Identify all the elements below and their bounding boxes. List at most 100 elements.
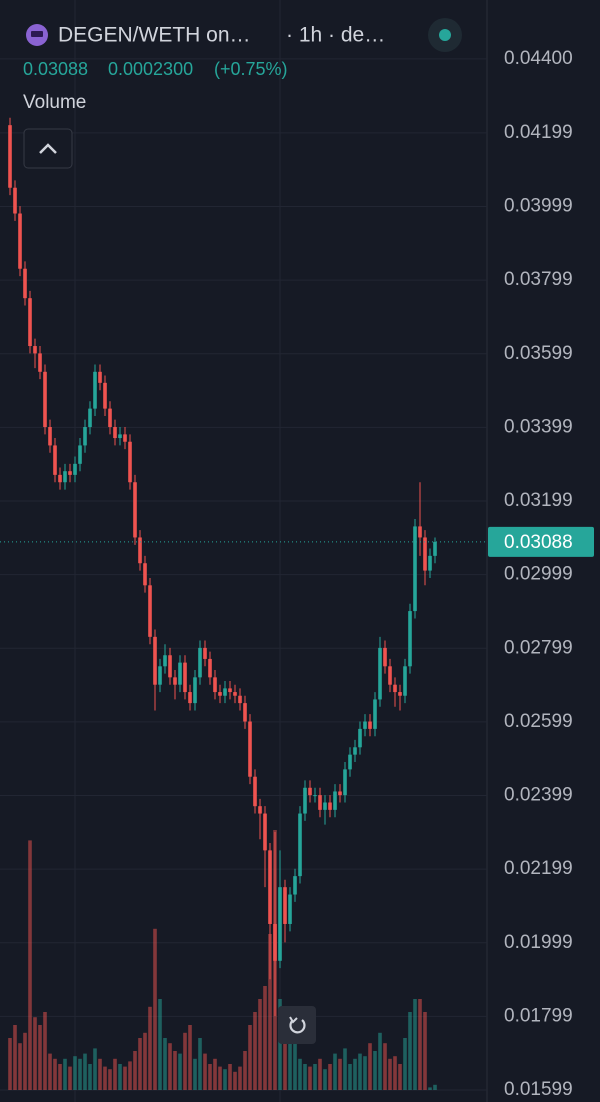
candle-body — [408, 611, 412, 667]
candle-body — [418, 526, 422, 538]
volume-bar — [133, 1051, 137, 1090]
token-icon-face — [31, 31, 43, 37]
candle-body — [308, 787, 312, 796]
volume-bar — [318, 1058, 322, 1090]
last-price-tag-label: 0.03088 — [504, 532, 573, 553]
candle-body — [8, 125, 12, 188]
y-tick-label: 0.02599 — [504, 711, 573, 732]
last-price-tag — [488, 526, 594, 557]
volume-bar — [378, 1032, 382, 1090]
candle-body — [213, 677, 217, 693]
candle-body — [383, 647, 387, 667]
volume-bar — [223, 1069, 227, 1090]
candle-body — [168, 655, 172, 678]
candle-body — [83, 427, 87, 446]
volume-bar — [58, 1064, 62, 1090]
reset-icon-arrow[interactable] — [289, 1016, 298, 1024]
volume-bar — [53, 1058, 57, 1090]
volume-bar — [368, 1043, 372, 1090]
volume-bar — [323, 1069, 327, 1090]
volume-bar — [298, 1058, 302, 1090]
volume-bar — [308, 1066, 312, 1090]
collapse-button[interactable] — [23, 128, 73, 169]
volume-bar — [213, 1058, 217, 1090]
candle-body — [203, 647, 207, 659]
volume-bar — [123, 1066, 127, 1090]
volume-bar — [18, 1043, 22, 1090]
candle-body — [193, 677, 197, 704]
candle-body — [93, 371, 97, 409]
change: 0.0002300 — [108, 59, 193, 79]
volume-bar — [168, 1043, 172, 1090]
collapse-button-box[interactable] — [23, 128, 73, 169]
candle-body — [78, 445, 82, 464]
volume-bar — [263, 986, 267, 1090]
volume-bar — [163, 1038, 167, 1090]
candle-body — [103, 382, 107, 409]
candle-body — [18, 213, 22, 269]
volume-bar — [353, 1058, 357, 1090]
candle-body — [128, 441, 132, 483]
candle-body — [143, 563, 147, 586]
candle-body — [53, 445, 57, 475]
candle-body — [278, 887, 282, 961]
reset-button[interactable] — [278, 1006, 316, 1044]
volume-bar — [373, 1051, 377, 1090]
candle-body — [353, 747, 357, 755]
volume-bar — [48, 1053, 52, 1090]
candle-body — [208, 658, 212, 678]
candle-body — [98, 371, 102, 383]
candle-body — [153, 636, 157, 685]
volume-bar — [398, 1064, 402, 1090]
volume-bar — [153, 928, 157, 1090]
collapse-icon[interactable] — [39, 143, 57, 154]
y-tick-label: 0.04400 — [504, 48, 573, 69]
volume-bar — [158, 999, 162, 1090]
candle-body — [48, 427, 52, 446]
volume-bar — [183, 1032, 187, 1090]
candle-body — [253, 776, 257, 807]
candle-body — [33, 346, 37, 354]
volume-bar — [433, 1084, 437, 1090]
volume-bar — [258, 999, 262, 1090]
volume-bar — [68, 1066, 72, 1090]
volume-bar — [173, 1051, 177, 1090]
volume-bar — [358, 1053, 362, 1090]
candle-body — [433, 541, 437, 556]
y-tick-label: 0.02999 — [504, 564, 573, 585]
reset-button-box[interactable] — [278, 1006, 316, 1044]
volume-bar — [363, 1056, 367, 1090]
volume-bar — [338, 1058, 342, 1090]
volume-bar — [208, 1064, 212, 1090]
volume-label: Volume — [23, 92, 86, 113]
volume-bar — [73, 1056, 77, 1090]
y-tick-label: 0.02199 — [504, 858, 573, 879]
candle-body — [333, 791, 337, 810]
candle-body — [258, 806, 262, 814]
candle-body — [178, 662, 182, 685]
candle-body — [188, 692, 192, 704]
y-tick-label: 0.03999 — [504, 196, 573, 217]
reset-icon[interactable] — [289, 1019, 306, 1034]
candle-body — [228, 688, 232, 693]
candle-body — [338, 791, 342, 796]
volume-bar — [428, 1087, 432, 1090]
candle-body — [413, 526, 417, 612]
candle-body — [398, 692, 402, 696]
volume-bar — [43, 1012, 47, 1090]
volume-bar — [113, 1058, 117, 1090]
candle-body — [283, 887, 287, 924]
candle-body — [58, 474, 62, 483]
candle-body — [243, 703, 247, 722]
volume-bar — [128, 1061, 132, 1090]
volume-bar — [193, 1058, 197, 1090]
candle-body — [108, 408, 112, 428]
volume-bar — [418, 999, 422, 1090]
volume-bar — [293, 1038, 297, 1090]
volume-bar — [348, 1064, 352, 1090]
volume-bar — [228, 1064, 232, 1090]
candle-body — [288, 894, 292, 924]
volume-bar — [118, 1064, 122, 1090]
candle-body — [148, 585, 152, 637]
candle-body — [73, 463, 77, 475]
